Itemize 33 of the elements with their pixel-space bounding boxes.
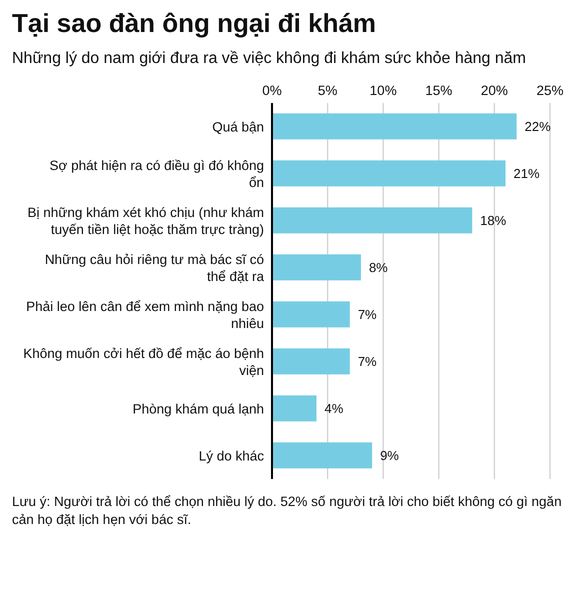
y-tick-label: Lý do khác — [198, 448, 264, 463]
x-tick-label: 10% — [370, 83, 397, 98]
bar — [272, 160, 506, 186]
text: Lưu ý: Người trả lời có thể chọn nhiều lý do. 52% số người trả lời cho biết không có gì ngăn cản họ đặt lịch hẹn với bác sĩ. — [12, 493, 563, 529]
x-tick-label: 0% — [262, 83, 282, 98]
y-tick-label: Những câu hỏi riêng tư mà bác sĩ có thể đặt ra — [44, 252, 264, 284]
data-label: 21% — [514, 166, 540, 181]
y-tick-label: Phòng khám quá lạnh — [132, 401, 264, 416]
bar — [272, 301, 350, 328]
bar — [272, 113, 517, 140]
chart-title: Tại sao đàn ông ngại đi khám — [12, 8, 378, 39]
data-label: 7% — [358, 354, 378, 369]
data-label: 4% — [324, 400, 344, 416]
bar — [272, 348, 350, 374]
chart-subtitle: Những lý do nam giới đưa ra về việc không đi khám sức khỏe hàng năm — [12, 49, 527, 69]
data-label: 18% — [480, 212, 507, 228]
bar — [272, 207, 472, 234]
bar — [272, 442, 372, 468]
y-tick-label: Bị những khám xét khó chịu (như khám tuyến tiền liệt hoặc thăm trực tràng) — [28, 204, 264, 236]
bar — [272, 254, 361, 280]
y-tick-label: Quá bận — [212, 119, 264, 134]
x-tick-label: 25% — [536, 83, 564, 98]
data-label: 8% — [368, 260, 388, 275]
x-tick-label: 5% — [318, 83, 338, 98]
x-tick-label: 20% — [480, 83, 508, 98]
y-tick-label: Không muốn cởi hết đồ để mặc áo bệnh viện — [23, 346, 264, 378]
y-tick-label: Sợ phát hiện ra có điều gì đó không ổn — [49, 158, 264, 190]
bar — [272, 395, 316, 422]
data-label: 22% — [524, 118, 552, 134]
data-label: 7% — [358, 306, 378, 322]
x-tick-label: 15% — [425, 83, 452, 98]
data-label: 9% — [380, 448, 400, 463]
y-tick-label: Phải leo lên cân để xem mình nặng bao nhiêu — [26, 298, 264, 330]
